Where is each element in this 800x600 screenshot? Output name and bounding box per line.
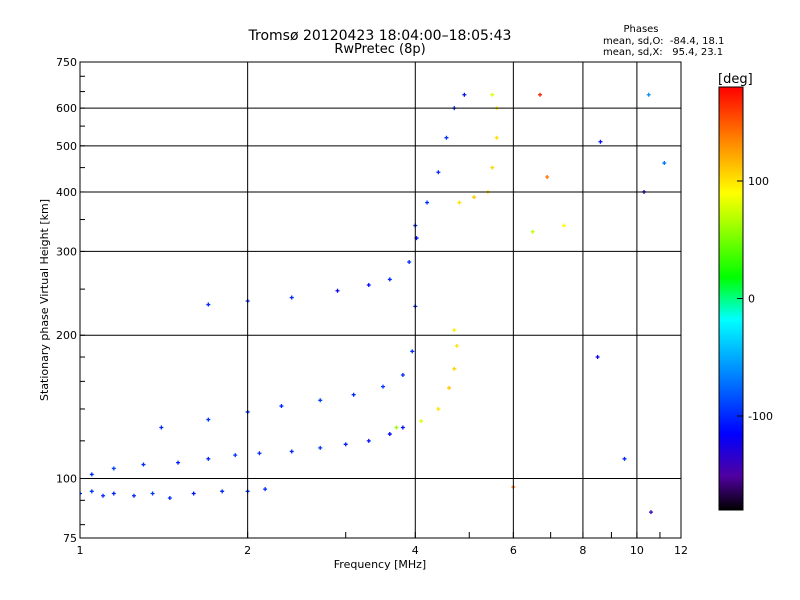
chart-title: Tromsø 20120423 18:04:00–18:05:43 [248,28,512,44]
y-tick-label: 500 [56,140,77,153]
data-point-f1-o [400,373,405,378]
colorbar-tick-label: -100 [748,410,773,423]
data-point-f-layer-x [457,200,462,205]
data-point-f-layer-o [462,92,467,97]
x-tick-label: 4 [412,544,419,557]
data-point-f1-x [419,419,424,424]
data-point-f-layer-o [425,200,430,205]
data-point-f-layer-x [494,135,499,140]
data-point-scattered [545,174,550,179]
x-tick-label: 12 [674,544,688,557]
data-point-f1-x [452,328,457,333]
data-point-f1-o [351,392,356,397]
y-axis-label: Stationary phase Virtual Height [km] [38,199,51,401]
stats-line-x: mean, sd,X: 95.4, 23.1 [603,47,723,58]
data-point-e-region-o-lower [111,491,116,496]
data-point-f-layer-x [490,165,495,170]
data-point-scattered [646,92,651,97]
data-point-f1-o [159,425,164,430]
data-point-f1-x [436,406,441,411]
data-point-scattered [622,456,627,461]
data-point-f-layer-o [387,277,392,282]
colorbar-label: [deg] [718,72,753,87]
data-point-f-layer-x [490,92,495,97]
data-point-f1-o [206,417,211,422]
data-point-e-region-o-lower [101,493,106,498]
data-point-e-region-o-upper [257,451,262,456]
x-axis-label: Frequency [MHz] [334,558,426,571]
x-tick-label: 8 [579,544,586,557]
data-point-e-region-o-upper [206,456,211,461]
data-point-f-layer-o [366,283,371,288]
data-point-f1-o [318,398,323,403]
data-point-scattered [562,223,567,228]
plot-frame [79,61,682,539]
data-point-f1-x [394,425,399,430]
data-point-e-region-o-lower [150,491,155,496]
data-point-e-region-o-upper [141,462,146,467]
data-point-scattered [648,510,653,515]
data-point-f-layer-o [444,135,449,140]
data-point-scattered [530,229,535,234]
x-tick-label: 1 [77,544,84,557]
data-point-e-region-o-lower [191,491,196,496]
data-point-e-region-o-upper [89,472,94,477]
y-tick-label: 600 [56,102,77,115]
data-point-f1-o [410,349,415,354]
data-point-e-region-o-upper [233,453,238,458]
data-point-f-layer-o [335,288,340,293]
data-point-f-layer-x [472,195,477,200]
y-tick-label: 400 [56,186,77,199]
data-point-f-layer-o [407,260,412,265]
data-point-scattered [595,355,600,360]
x-tick-label: 2 [244,544,251,557]
data-point-scattered [598,139,603,144]
data-point-e-region-o-upper [289,449,294,454]
data-points [80,92,667,515]
data-point-e-region-o-upper [366,438,371,443]
data-point-e-region-o-upper [387,432,392,437]
y-tick-label: 100 [56,473,77,486]
data-point-f1-x [454,343,459,348]
y-axis-ticks: 75 100 200 300 400 500 600 750 [56,56,85,545]
x-axis-ticks: 1 2 4 6 8 10 12 [77,532,688,557]
data-point-e-region-o-upper [111,466,116,471]
data-point-scattered [538,92,543,97]
data-point-e-region-o-upper [400,425,405,430]
grid-lines [80,62,681,538]
data-point-f1-x [447,385,452,390]
data-point-e-region-o-lower [131,493,136,498]
x-tick-label: 6 [510,544,517,557]
data-point-e-region-o-lower [220,489,225,494]
data-point-f-layer-o [289,295,294,300]
data-point-f1-o [380,384,385,389]
data-point-e-region-o-upper [318,445,323,450]
y-tick-label: 750 [56,56,77,69]
stats-heading: Phases [623,24,658,35]
y-tick-label: 300 [56,245,77,258]
colorbar-ticks: 100 0 -100 [737,175,773,423]
data-point-e-region-o-upper [343,442,348,447]
data-point-e-region-o-lower [167,496,172,501]
data-point-f1-x [452,366,457,371]
x-tick-label: 10 [630,544,644,557]
chart-subtitle: RwPretec (8p) [334,42,425,57]
data-point-f-layer-o [206,302,211,307]
y-tick-label: 200 [56,329,77,342]
data-point-e-region-o-upper [176,460,181,465]
data-point-scattered [662,161,667,166]
data-point-e-region-o-lower [263,487,268,492]
data-point-f1-o [279,404,284,409]
y-tick-label: 75 [63,532,77,545]
data-point-f-layer-o [436,170,441,175]
colorbar-tick-label: 0 [748,293,755,306]
data-point-e-region-o-lower [89,489,94,494]
stats-line-o: mean, sd,O: -84.4, 18.1 [603,36,724,47]
colorbar-tick-label: 100 [748,175,769,188]
data-point-e-region-o-lower [80,491,82,496]
